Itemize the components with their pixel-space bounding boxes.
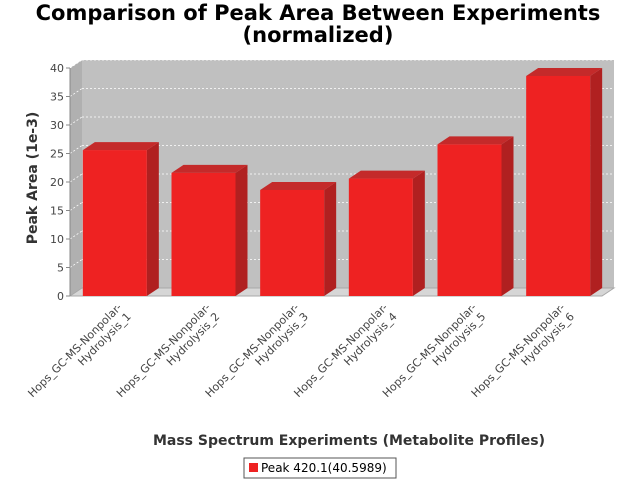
bar-top bbox=[348, 170, 425, 179]
bar bbox=[437, 136, 514, 296]
y-tick-label: 5 bbox=[57, 262, 64, 275]
chart-subtitle: (normalized) bbox=[243, 23, 394, 47]
x-axis-tick-labels: Hops_GC-MS-Nonpolar-Hydrolysis_1Hops_GC-… bbox=[25, 301, 577, 400]
bar-front bbox=[526, 75, 591, 296]
bar bbox=[171, 164, 248, 296]
y-axis-label: Peak Area (1e-3) bbox=[25, 112, 41, 245]
bar-front bbox=[260, 189, 325, 296]
bar-side bbox=[235, 164, 248, 296]
bar-side bbox=[590, 67, 603, 296]
bar-top bbox=[171, 164, 248, 173]
gridlines bbox=[69, 59, 614, 268]
bar-side bbox=[146, 142, 159, 296]
bars bbox=[82, 67, 603, 296]
bar-top bbox=[437, 136, 514, 145]
bar-side bbox=[501, 136, 514, 296]
y-tick-label: 10 bbox=[50, 233, 64, 246]
gridline-side bbox=[69, 173, 83, 183]
gridline-side bbox=[69, 88, 83, 97]
bar bbox=[526, 67, 603, 296]
x-tick-label-line: Hops_GC-MS-Nonpolar- bbox=[25, 301, 124, 400]
bar-side bbox=[324, 181, 337, 296]
bar-front bbox=[171, 172, 236, 296]
y-tick-label: 0 bbox=[57, 290, 64, 303]
legend-label: Peak 420.1(40.5989) bbox=[261, 461, 387, 475]
bar-side bbox=[412, 170, 425, 296]
bar-front bbox=[348, 178, 413, 296]
x-axis-label: Mass Spectrum Experiments (Metabolite Pr… bbox=[153, 433, 545, 449]
chart-title: Comparison of Peak Area Between Experime… bbox=[36, 1, 601, 25]
legend: Peak 420.1(40.5989) bbox=[243, 457, 397, 479]
legend-box bbox=[243, 457, 397, 479]
y-axis: 0 5 10 15 20 25 30 35 40 bbox=[50, 62, 71, 303]
gridline-side bbox=[69, 116, 83, 126]
bar-top bbox=[526, 67, 603, 76]
y-tick-label: 30 bbox=[50, 119, 64, 132]
gridline-side bbox=[69, 230, 83, 240]
gridline-side bbox=[69, 259, 83, 268]
legend-swatch bbox=[249, 463, 258, 472]
gridline-side bbox=[69, 202, 83, 211]
bar-front bbox=[82, 150, 147, 296]
y-tick-label: 40 bbox=[50, 62, 64, 75]
bar bbox=[348, 170, 425, 296]
plot-side-wall bbox=[70, 60, 82, 296]
y-tick-label: 20 bbox=[50, 176, 64, 189]
bar-front bbox=[437, 144, 502, 296]
bar-top bbox=[260, 181, 337, 190]
y-tick-label: 15 bbox=[50, 205, 64, 218]
gridline-side bbox=[69, 145, 83, 154]
y-tick-label: 35 bbox=[50, 91, 64, 104]
bar bbox=[82, 142, 159, 296]
bar bbox=[260, 181, 337, 296]
bar-top bbox=[82, 142, 159, 151]
gridline-side bbox=[69, 59, 83, 69]
y-tick-label: 25 bbox=[50, 148, 64, 161]
